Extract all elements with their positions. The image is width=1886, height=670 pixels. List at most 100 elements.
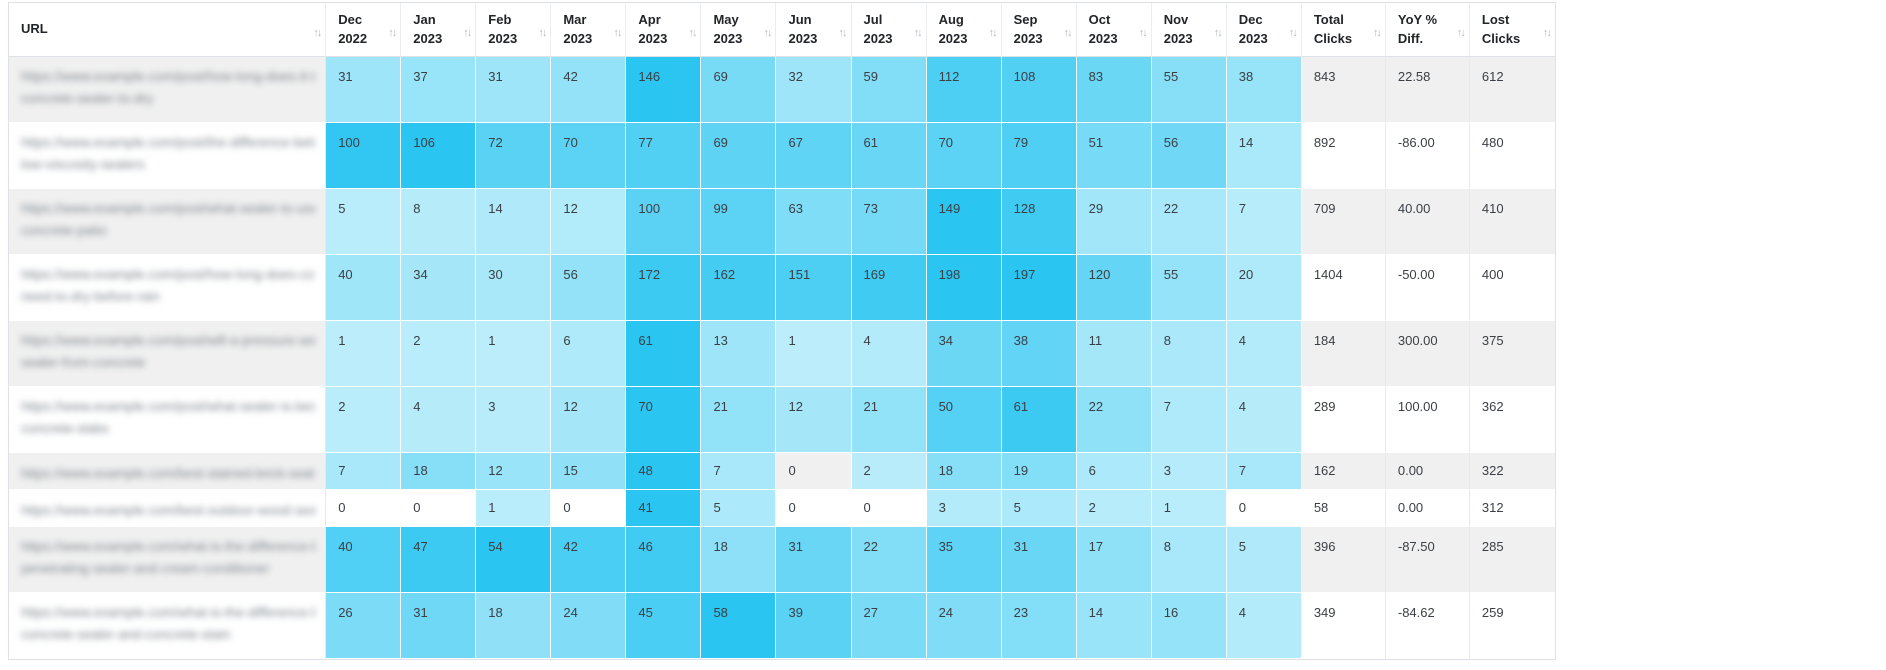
- heatmap-cell-mar-2023: 56: [551, 255, 627, 321]
- url-text-blurred: https://www.example.com/post/how-long-do…: [21, 69, 316, 84]
- column-header-lost-clicks[interactable]: Lost Clicks ↑↓: [1469, 3, 1555, 57]
- heatmap-cell-sep-2023: 31: [1001, 527, 1077, 593]
- column-header-oct-2023[interactable]: Oct 2023 ↑↓: [1076, 3, 1152, 57]
- yoy-diff-cell: -84.62: [1385, 593, 1470, 659]
- column-header-mar-2023[interactable]: Mar 2023 ↑↓: [551, 3, 627, 57]
- heatmap-cell-aug-2023: 24: [926, 593, 1002, 659]
- heatmap-cell-mar-2023: 42: [551, 527, 627, 593]
- heatmap-cell-dec-2023: 5: [1226, 527, 1302, 593]
- column-header-apr-2023[interactable]: Apr 2023 ↑↓: [626, 3, 702, 57]
- total-clicks-cell: 396: [1301, 527, 1386, 593]
- column-header-label: Apr 2023: [638, 12, 668, 46]
- column-header-jun-2023[interactable]: Jun 2023 ↑↓: [776, 3, 852, 57]
- url-text-blurred: concrete-slabs: [21, 420, 109, 436]
- heatmap-cell-sep-2023: 108: [1001, 57, 1077, 123]
- column-header-label: Lost Clicks: [1481, 12, 1521, 46]
- heatmap-cell-jan-2023: 4: [401, 387, 477, 453]
- column-header-jan-2023[interactable]: Jan 2023 ↑↓: [401, 3, 477, 57]
- url-text-blurred: https://www.example.com/post/what-sealer…: [21, 201, 315, 216]
- column-header-label: Oct 2023: [1088, 12, 1118, 46]
- column-header-total-clicks[interactable]: Total Clicks ↑↓: [1301, 3, 1386, 57]
- sort-toggle-icon: ↑↓: [1213, 26, 1223, 39]
- column-header-feb-2023[interactable]: Feb 2023 ↑↓: [476, 3, 552, 57]
- yoy-diff-cell: -86.00: [1385, 123, 1470, 189]
- url-cell: https://www.example.com/post/how-long-do…: [9, 255, 327, 321]
- heatmap-cell-dec-2023: 4: [1226, 321, 1302, 387]
- column-header-yoy-diff[interactable]: YoY % Diff. ↑↓: [1385, 3, 1470, 57]
- yoy-diff-cell: 100.00: [1385, 387, 1470, 453]
- heatmap-cell-feb-2023: 12: [476, 453, 552, 490]
- heatmap-cell-may-2023: 18: [701, 527, 777, 593]
- heatmap-cell-may-2023: 21: [701, 387, 777, 453]
- url-text-blurred: concrete-patio: [21, 222, 107, 238]
- sort-toggle-icon: ↑↓: [1543, 26, 1552, 39]
- heatmap-cell-nov-2023: 55: [1151, 57, 1227, 123]
- heatmap-cell-jan-2023: 47: [401, 527, 477, 593]
- heatmap-cell-jan-2023: 0: [401, 490, 477, 527]
- total-clicks-cell: 289: [1301, 387, 1386, 453]
- column-header-sep-2023[interactable]: Sep 2023 ↑↓: [1001, 3, 1077, 57]
- url-text-blurred: https://www.example.com/best-stained-bri…: [21, 466, 316, 481]
- heatmap-cell-sep-2023: 23: [1001, 593, 1077, 659]
- heatmap-cell-feb-2023: 3: [476, 387, 552, 453]
- heatmap-cell-jan-2023: 18: [401, 453, 477, 490]
- column-header-may-2023[interactable]: May 2023 ↑↓: [701, 3, 777, 57]
- heatmap-cell-nov-2023: 8: [1151, 321, 1227, 387]
- heatmap-cell-apr-2023: 41: [626, 490, 702, 527]
- header-row: URL ↑↓ Dec 2022 ↑↓ Jan 2023 ↑↓ Feb 2023 ↑↓ Mar 2…: [9, 3, 1555, 57]
- column-header-label: URL: [21, 21, 48, 37]
- yoy-diff-cell: 22.58: [1385, 57, 1470, 123]
- heatmap-cell-dec-2023: 20: [1226, 255, 1302, 321]
- heatmap-cell-oct-2023: 22: [1076, 387, 1152, 453]
- column-header-label: May 2023: [713, 12, 743, 46]
- heatmap-cell-aug-2023: 112: [926, 57, 1002, 123]
- column-header-aug-2023[interactable]: Aug 2023 ↑↓: [926, 3, 1002, 57]
- table-row: https://www.example.com/what-is-the-diff…: [9, 527, 1555, 593]
- column-header-nov-2023[interactable]: Nov 2023 ↑↓: [1151, 3, 1227, 57]
- heatmap-cell-jan-2023: 37: [401, 57, 477, 123]
- heatmap-cell-dec-2022: 40: [326, 527, 402, 593]
- url-text-blurred: https://www.example.com/post/the-differe…: [21, 135, 315, 150]
- heatmap-cell-dec-2023: 4: [1226, 387, 1302, 453]
- table-row: https://www.example.com/best-stained-bri…: [9, 453, 1555, 490]
- heatmap-cell-mar-2023: 70: [551, 123, 627, 189]
- heatmap-cell-feb-2023: 30: [476, 255, 552, 321]
- column-header-dec-2022[interactable]: Dec 2022 ↑↓: [326, 3, 402, 57]
- heatmap-cell-oct-2023: 17: [1076, 527, 1152, 593]
- heatmap-cell-mar-2023: 12: [551, 387, 627, 453]
- heatmap-cell-nov-2023: 16: [1151, 593, 1227, 659]
- column-header-dec-2023[interactable]: Dec 2023 ↑↓: [1226, 3, 1302, 57]
- lost-clicks-cell: 285: [1469, 527, 1555, 593]
- heatmap-cell-dec-2022: 100: [326, 123, 402, 189]
- heatmap-cell-may-2023: 7: [701, 453, 777, 490]
- column-header-label: Jul 2023: [863, 12, 893, 46]
- yoy-diff-cell: -50.00: [1385, 255, 1470, 321]
- heatmap-cell-apr-2023: 70: [626, 387, 702, 453]
- heatmap-cell-dec-2022: 0: [326, 490, 402, 527]
- heatmap-cell-jan-2023: 2: [401, 321, 477, 387]
- heatmap-cell-dec-2023: 4: [1226, 593, 1302, 659]
- heatmap-cell-dec-2023: 14: [1226, 123, 1302, 189]
- heatmap-cell-jun-2023: 32: [776, 57, 852, 123]
- heatmap-cell-jun-2023: 12: [776, 387, 852, 453]
- heatmap-cell-jul-2023: 73: [851, 189, 927, 255]
- heatmap-cell-feb-2023: 54: [476, 527, 552, 593]
- column-header-label: Feb 2023: [488, 12, 518, 46]
- url-cell: https://www.example.com/best-stained-bri…: [9, 453, 327, 490]
- heatmap-cell-oct-2023: 83: [1076, 57, 1152, 123]
- total-clicks-cell: 349: [1301, 593, 1386, 659]
- heatmap-cell-jul-2023: 2: [851, 453, 927, 490]
- lost-clicks-cell: 410: [1469, 189, 1555, 255]
- heatmap-cell-sep-2023: 38: [1001, 321, 1077, 387]
- url-text-blurred: https://www.example.com/post/will-a-pres…: [21, 333, 315, 348]
- column-header-jul-2023[interactable]: Jul 2023 ↑↓: [851, 3, 927, 57]
- sort-toggle-icon: ↑↓: [1372, 26, 1382, 39]
- heatmap-cell-jun-2023: 151: [776, 255, 852, 321]
- url-text-blurred: low-viscosity-sealers: [21, 156, 145, 172]
- sort-toggle-icon: ↑↓: [988, 26, 998, 39]
- column-header-label: Sep 2023: [1013, 12, 1043, 46]
- column-header-url[interactable]: URL ↑↓: [9, 3, 327, 57]
- column-header-label: Total Clicks: [1313, 12, 1353, 46]
- url-cell: https://www.example.com/post/how-long-do…: [9, 57, 327, 123]
- heatmap-cell-sep-2023: 128: [1001, 189, 1077, 255]
